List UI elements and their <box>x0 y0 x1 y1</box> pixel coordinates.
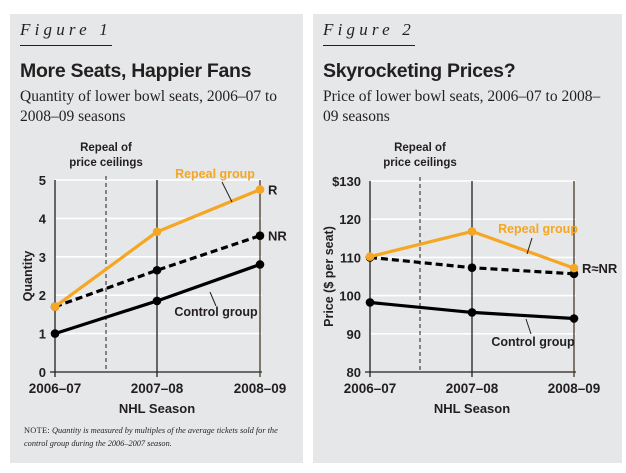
y-tick-label: 110 <box>340 250 361 265</box>
figure-label: Figure 2 <box>323 20 415 46</box>
y-tick-label: 90 <box>347 327 361 342</box>
note-text: Quantity is measured by multiples of the… <box>24 426 278 448</box>
data-point-control-group <box>255 260 265 269</box>
y-tick-label: 4 <box>39 211 47 226</box>
x-axis-title: NHL Season <box>434 401 510 416</box>
chart-title: Skyrocketing Prices? <box>323 60 516 82</box>
figure-2-chart: 80 90 100 110 120 $130 Repeal of price ceilings… <box>322 142 618 416</box>
y-axis-title: Quantity <box>21 251 35 302</box>
label-leader-line <box>209 291 217 307</box>
label-leader-line <box>526 237 533 255</box>
chart-subtitle: Price of lower bowl seats, 2006–07 to 20… <box>323 88 601 125</box>
x-tick-label: 2008–09 <box>234 381 287 396</box>
data-point-non-repeal-group <box>467 263 477 273</box>
x-tick-label: 2006–07 <box>29 381 82 396</box>
x-tick-label: 2006–07 <box>344 381 397 396</box>
data-point-repeal-group <box>365 252 375 261</box>
y-tick-label: 3 <box>39 250 46 265</box>
data-point-repeal-group <box>467 227 477 236</box>
chart-note: NOTE: Quantity is measured by multiples … <box>24 424 294 450</box>
repeal-annotation-line1: Repeal of <box>394 142 446 154</box>
note-lead: NOTE: <box>24 426 50 435</box>
repeal-annotation-line2: price ceilings <box>69 157 143 169</box>
figure-1-chart: 0 1 2 3 4 5 Repeal of price ceilings 2006–07 2007… <box>21 142 287 416</box>
y-tick-label: 2 <box>39 288 46 303</box>
repeal-annotation-line2: price ceilings <box>383 157 457 169</box>
x-tick-label: 2007–08 <box>446 381 499 396</box>
figure-label: Figure 1 <box>20 20 112 46</box>
x-tick-label: 2007–08 <box>131 381 184 396</box>
series-label: Control group <box>174 305 258 319</box>
repeal-annotation-line1: Repeal of <box>80 142 132 154</box>
label-leader-line <box>221 181 233 203</box>
data-point-control-group <box>467 308 477 317</box>
series-end-label: R≈NR <box>582 261 618 276</box>
y-axis-title: Price ($ per seat) <box>322 226 336 327</box>
y-tick-label: 120 <box>339 212 361 227</box>
series-end-label: NR <box>268 229 287 244</box>
label-leader-line <box>525 318 532 335</box>
data-point-control-group <box>365 298 375 307</box>
series-end-label: R <box>268 183 278 198</box>
data-point-non-repeal-group <box>255 231 265 240</box>
x-axis-title: NHL Season <box>119 401 195 416</box>
data-point-control-group <box>569 314 579 323</box>
data-point-control-group <box>50 329 60 338</box>
y-tick-label: 80 <box>347 365 361 380</box>
data-point-non-repeal-group <box>152 265 162 275</box>
y-tick-label: 100 <box>339 289 361 304</box>
figure-2-panel: Figure 2 Skyrocketing Prices? Price of l… <box>313 14 622 463</box>
x-tick-label: 2008–09 <box>548 381 601 396</box>
series-label: Repeal group <box>498 222 578 236</box>
data-point-repeal-group <box>152 227 162 237</box>
series-line-non-repeal-group <box>54 234 261 309</box>
data-point-repeal-group <box>569 263 579 273</box>
y-tick-label: 1 <box>39 327 46 342</box>
chart-title: More Seats, Happier Fans <box>20 60 252 82</box>
series-label: Repeal group <box>175 167 255 181</box>
y-tick-label: $130 <box>332 174 361 189</box>
data-point-repeal-group <box>255 185 265 194</box>
data-point-control-group <box>152 296 162 306</box>
series-label: Control group <box>491 335 575 349</box>
y-tick-label: 0 <box>39 365 46 380</box>
y-tick-label: 5 <box>39 173 46 188</box>
chart-subtitle: Quantity of lower bowl seats, 2006–07 to… <box>20 88 278 125</box>
data-point-repeal-group <box>50 302 60 312</box>
figure-1-panel: Figure 1 More Seats, Happier Fans Quanti… <box>10 14 303 463</box>
